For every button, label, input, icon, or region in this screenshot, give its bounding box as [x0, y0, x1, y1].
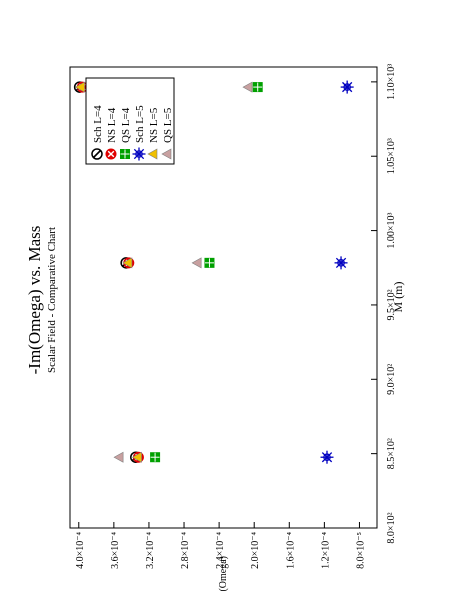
data-point — [242, 81, 253, 93]
data-point — [340, 80, 354, 94]
y-axis-label: -Im(Omega) — [218, 556, 229, 591]
data-points — [73, 80, 354, 464]
legend-label: NS L=5 — [148, 107, 160, 143]
chart-title-group: -Im(Omega) vs. Mass Scalar Field - Compa… — [25, 226, 58, 375]
y-axis: 8.0×10⁻⁵ 1.2×10⁻⁴ 1.6×10⁻⁴ 2.0×10⁻⁴ 2.4×10⁻⁴… — [75, 522, 366, 569]
y-tick-label: 2.0×10⁻⁴ — [250, 531, 261, 568]
legend-label: Sch L=4 — [92, 105, 104, 143]
legend-label: Sch L=5 — [134, 105, 146, 143]
legend-marker — [147, 148, 158, 160]
chart-subtitle: Scalar Field - Comparative Chart — [46, 227, 58, 373]
data-point — [191, 257, 202, 269]
x-tick-label: 9.0×10² — [386, 364, 397, 395]
x-tick-label: 1.00×10³ — [386, 213, 397, 249]
x-axis: 8.0×10² 8.5×10² 9.0×10² 9.5×10² 1.00×10³ 1.05… — [371, 64, 397, 544]
x-tick-label: 1.05×10³ — [386, 138, 397, 174]
legend-marker — [132, 147, 146, 161]
y-tick-label: 4.0×10⁻⁴ — [75, 531, 86, 568]
y-tick-label: 1.6×10⁻⁴ — [285, 531, 296, 568]
data-point — [320, 450, 334, 464]
data-point — [204, 257, 215, 268]
legend-marker — [91, 148, 103, 160]
legend-label: QS L=4 — [120, 107, 132, 143]
data-point — [252, 82, 263, 93]
legend-label: NS L=4 — [106, 107, 118, 143]
data-point — [131, 451, 142, 463]
legend-marker — [105, 148, 117, 160]
chart-title: -Im(Omega) vs. Mass — [25, 226, 44, 375]
data-point — [334, 256, 348, 270]
y-tick-label: 8.0×10⁻⁵ — [355, 532, 366, 569]
x-tick-label: 9.5×10² — [386, 289, 397, 320]
y-tick-label: 2.8×10⁻⁴ — [180, 531, 191, 568]
plot-frame — [69, 66, 378, 529]
x-tick-label: 1.10×10³ — [386, 64, 397, 100]
x-tick-label: 8.5×10² — [386, 438, 397, 469]
x-axis-label: M (m) — [391, 282, 405, 313]
data-point — [113, 451, 124, 463]
legend-marker — [161, 148, 172, 160]
legend-marker — [120, 149, 130, 159]
y-tick-label: 2.4×10⁻⁴ — [215, 531, 226, 568]
y-tick-label: 1.2×10⁻⁴ — [320, 531, 331, 568]
legend-label: QS L=5 — [162, 107, 174, 143]
y-tick-label: 3.6×10⁻⁴ — [110, 531, 121, 568]
data-point — [150, 452, 161, 463]
data-point — [122, 257, 133, 269]
legend: Sch L=4 NS L=4 QS L=4 Sch L=5 NS L=5 QS L=5 — [85, 77, 175, 165]
x-tick-label: 8.0×10² — [386, 512, 397, 543]
data-point — [74, 81, 85, 93]
y-tick-label: 3.2×10⁻⁴ — [145, 531, 156, 568]
